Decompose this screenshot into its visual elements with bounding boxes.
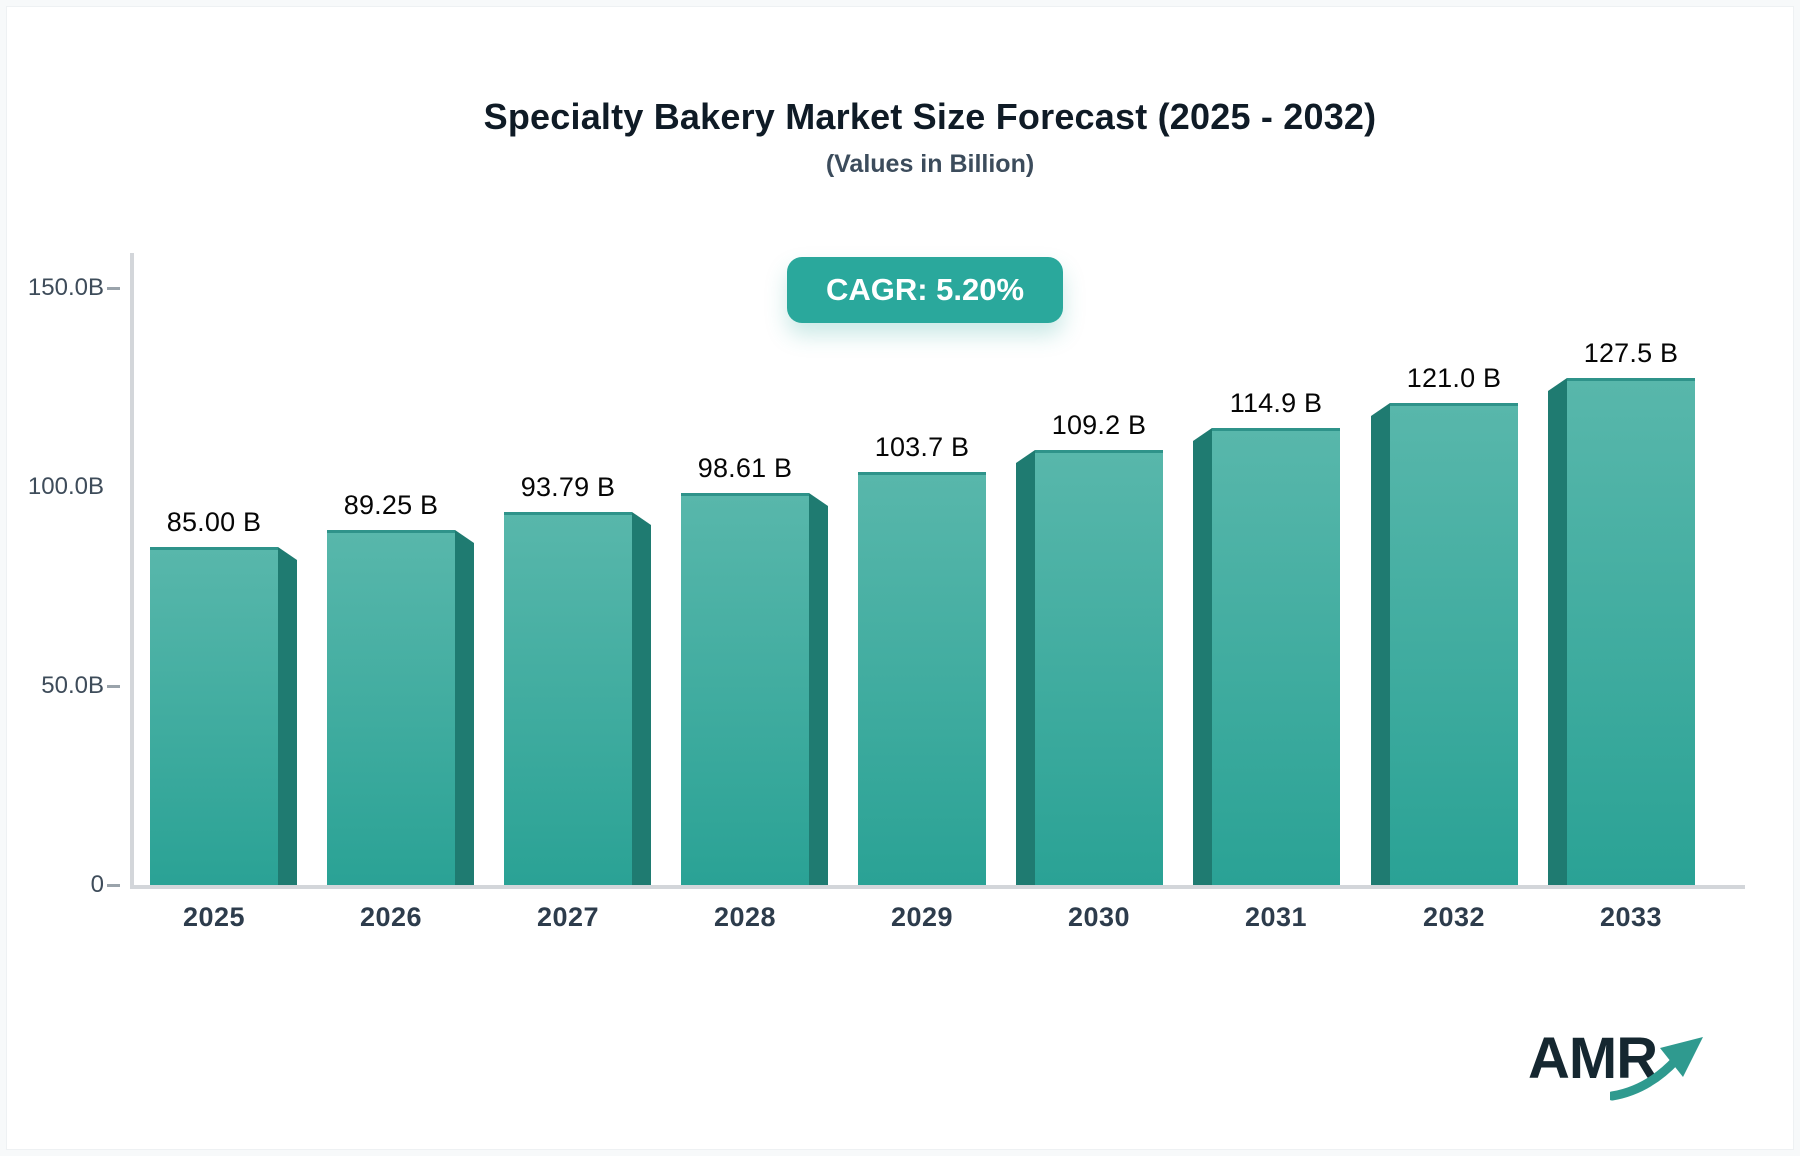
bar-2030 bbox=[1035, 450, 1163, 885]
bar-2031 bbox=[1212, 428, 1340, 885]
x-axis-label-2027: 2027 bbox=[536, 902, 600, 932]
bar-side-face-2032 bbox=[1371, 403, 1390, 885]
bar-value-label-2025: 85.00 B bbox=[166, 507, 262, 537]
growth-arrow-icon bbox=[1610, 1037, 1703, 1101]
y-axis-tick bbox=[107, 287, 120, 290]
bar-value-label-2032: 121.0 B bbox=[1406, 363, 1502, 393]
bar-value-label-2033: 127.5 B bbox=[1583, 338, 1679, 368]
bar-2026 bbox=[327, 530, 455, 885]
bar-side-face-2027 bbox=[632, 512, 651, 885]
bar-2028 bbox=[681, 493, 809, 885]
bar-side-face-2026 bbox=[455, 530, 474, 885]
x-axis-label-2028: 2028 bbox=[713, 902, 777, 932]
bar-side-face-2025 bbox=[278, 547, 297, 885]
bar-value-label-2028: 98.61 B bbox=[697, 453, 793, 483]
x-axis-label-2031: 2031 bbox=[1244, 902, 1308, 932]
bar-2033 bbox=[1567, 378, 1695, 885]
bar-2025 bbox=[150, 547, 278, 885]
x-axis-label-2032: 2032 bbox=[1422, 902, 1486, 932]
y-axis-label-100.0B: 100.0B bbox=[27, 473, 104, 500]
bar-value-label-2031: 114.9 B bbox=[1229, 388, 1323, 418]
y-axis-label-0: 0 bbox=[90, 871, 104, 898]
bar-value-label-2027: 93.79 B bbox=[520, 472, 616, 502]
x-axis-label-2025: 2025 bbox=[182, 902, 246, 932]
bar-value-label-2026: 89.25 B bbox=[343, 490, 439, 520]
bar-side-face-2028 bbox=[809, 493, 828, 885]
bar-2032 bbox=[1390, 403, 1518, 885]
x-axis-label-2029: 2029 bbox=[890, 902, 954, 932]
bar-side-face-2030 bbox=[1016, 450, 1035, 885]
x-axis-label-2026: 2026 bbox=[359, 902, 423, 932]
y-axis-line bbox=[130, 253, 134, 889]
y-axis-tick bbox=[107, 685, 120, 688]
amr-logo: AMR bbox=[1528, 1030, 1718, 1110]
y-axis-tick bbox=[107, 884, 120, 887]
bar-value-label-2030: 109.2 B bbox=[1051, 410, 1147, 440]
x-axis-label-2033: 2033 bbox=[1599, 902, 1663, 932]
amr-logo-text: AMR bbox=[1528, 1026, 1658, 1091]
cagr-badge: CAGR: 5.20% bbox=[787, 257, 1063, 323]
chart-title: Specialty Bakery Market Size Forecast (2… bbox=[483, 96, 1377, 137]
x-axis-line bbox=[130, 885, 1745, 889]
bar-side-face-2033 bbox=[1548, 378, 1567, 885]
bar-value-label-2029: 103.7 B bbox=[874, 432, 970, 462]
y-axis-label-50.0B: 50.0B bbox=[41, 672, 104, 699]
y-axis-label-150.0B: 150.0B bbox=[27, 274, 104, 301]
bar-2027 bbox=[504, 512, 632, 885]
bar-side-face-2031 bbox=[1193, 428, 1212, 885]
bar-2029 bbox=[858, 472, 986, 885]
chart-subtitle: (Values in Billion) bbox=[825, 150, 1035, 178]
x-axis-label-2030: 2030 bbox=[1067, 902, 1131, 932]
